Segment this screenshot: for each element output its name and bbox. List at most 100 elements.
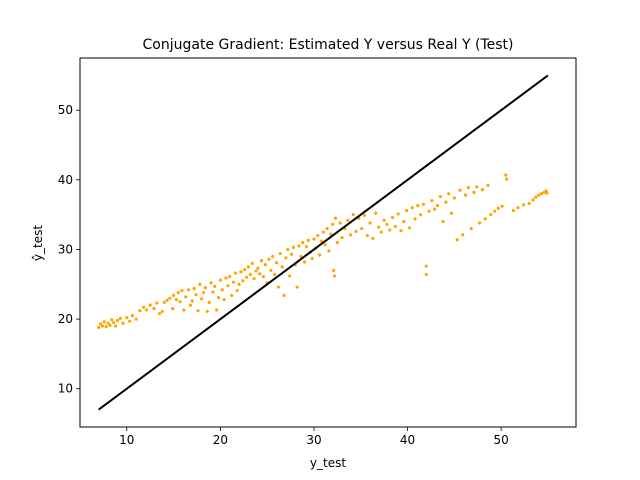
data-point	[323, 242, 327, 247]
data-point	[405, 208, 409, 213]
data-point	[192, 286, 196, 291]
data-point	[231, 280, 236, 284]
data-point	[269, 268, 273, 272]
data-point	[104, 325, 108, 329]
data-point	[128, 319, 132, 323]
y-tick-label: 20	[58, 312, 73, 326]
data-point	[282, 293, 286, 298]
data-point	[274, 261, 279, 265]
data-point	[419, 213, 423, 217]
x-tick-label: 50	[493, 433, 508, 447]
data-point	[325, 226, 329, 231]
data-point	[211, 290, 215, 294]
data-point	[168, 296, 172, 300]
data-point	[340, 236, 344, 240]
data-point	[486, 183, 490, 188]
data-point	[505, 177, 509, 181]
data-point	[246, 265, 251, 269]
data-point	[178, 300, 182, 304]
data-point	[289, 252, 294, 256]
data-point	[365, 233, 369, 238]
data-point	[213, 284, 217, 288]
data-point	[280, 265, 284, 269]
data-point	[125, 316, 129, 320]
data-point	[504, 173, 508, 177]
data-point	[444, 200, 448, 204]
data-point	[492, 209, 497, 213]
data-point	[118, 316, 122, 320]
data-point	[390, 215, 395, 220]
data-point	[346, 218, 350, 222]
data-point	[263, 263, 267, 267]
data-point	[489, 213, 493, 217]
data-point	[461, 233, 465, 237]
data-point	[252, 277, 256, 281]
data-point	[261, 275, 266, 279]
data-point	[371, 236, 375, 240]
data-point	[338, 221, 342, 225]
x-axis: 10 20 30 40 50	[119, 427, 509, 447]
data-point	[155, 301, 159, 305]
data-point	[374, 211, 378, 215]
data-point	[424, 272, 428, 277]
data-point	[327, 249, 331, 253]
data-point	[180, 288, 184, 293]
data-point	[306, 238, 310, 243]
data-point	[108, 323, 112, 327]
data-point	[273, 272, 277, 277]
x-axis-label: y_test	[310, 456, 346, 470]
data-point	[402, 220, 406, 224]
x-tick-label: 20	[213, 433, 228, 447]
data-point	[254, 269, 258, 273]
data-point	[463, 193, 468, 197]
data-point	[98, 322, 103, 326]
data-point	[466, 185, 470, 190]
data-point	[256, 266, 260, 270]
data-point	[410, 206, 414, 210]
data-point	[316, 233, 320, 238]
data-point	[165, 298, 169, 302]
data-point	[332, 274, 337, 278]
data-point	[335, 240, 339, 245]
data-point	[176, 291, 180, 295]
data-point	[267, 257, 271, 261]
data-point	[222, 297, 226, 302]
data-point	[224, 276, 228, 280]
data-point	[312, 237, 316, 241]
data-point	[288, 274, 292, 278]
data-point	[233, 271, 237, 275]
data-point	[142, 305, 146, 309]
data-point	[407, 226, 412, 230]
data-point	[455, 238, 459, 242]
data-point	[351, 213, 355, 217]
data-point	[424, 264, 428, 268]
data-point	[259, 259, 264, 263]
data-point	[194, 293, 198, 297]
data-point	[385, 222, 389, 226]
data-point	[112, 320, 116, 325]
data-point	[291, 245, 295, 249]
x-tick-label: 10	[119, 433, 134, 447]
data-point	[276, 285, 280, 289]
data-point	[304, 245, 309, 249]
data-point	[433, 207, 437, 211]
data-point	[278, 252, 282, 256]
chart-title: Conjugate Gradient: Estimated Y versus R…	[143, 37, 514, 53]
data-point	[545, 191, 549, 195]
data-point	[215, 308, 219, 312]
data-point	[284, 256, 288, 260]
data-point	[271, 254, 275, 259]
data-point	[160, 309, 164, 314]
data-point	[286, 247, 290, 252]
data-point	[152, 307, 156, 311]
data-point	[250, 261, 254, 265]
data-point	[421, 202, 426, 206]
data-point	[171, 307, 175, 311]
data-point	[413, 217, 417, 221]
data-point	[329, 232, 333, 236]
data-point	[527, 201, 531, 206]
data-point	[496, 206, 500, 210]
y-tick-label: 30	[58, 242, 73, 256]
plot-layer	[97, 74, 549, 411]
y-axis: 10 20 30 40 50	[58, 103, 80, 396]
